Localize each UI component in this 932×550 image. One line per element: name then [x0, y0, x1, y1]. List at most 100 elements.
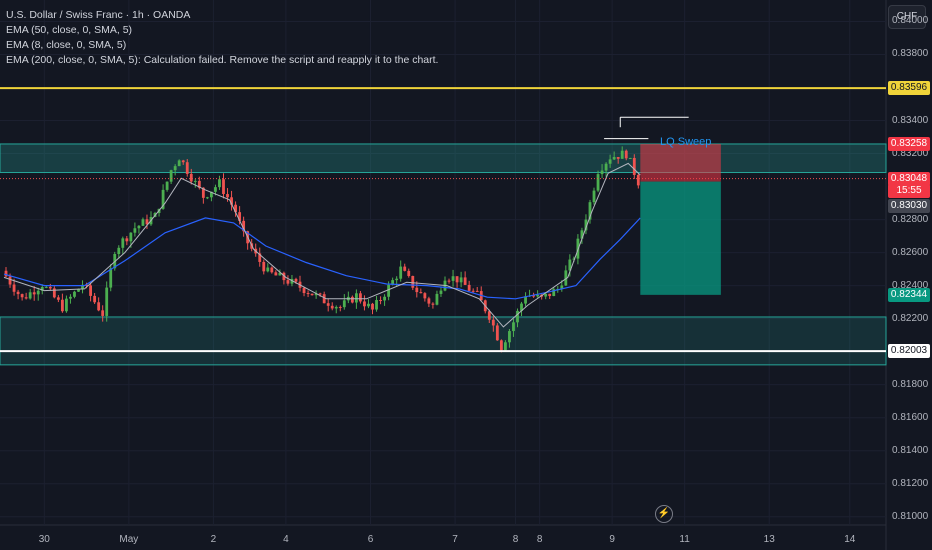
- candle-body: [596, 174, 600, 191]
- candle-body: [266, 267, 270, 272]
- time-tick: 9: [609, 534, 615, 545]
- price-tag: 0.83596: [888, 81, 930, 96]
- candle-body: [117, 247, 121, 255]
- candle-body: [40, 287, 44, 291]
- candle-body: [584, 219, 588, 231]
- candle-body: [520, 303, 523, 311]
- candle-body: [65, 298, 68, 312]
- price-tick: 0.82800: [892, 213, 929, 225]
- candle-body: [133, 228, 137, 233]
- candle-body: [439, 290, 443, 294]
- candle-body: [238, 212, 242, 221]
- candle-body: [455, 276, 459, 283]
- lightning-icon[interactable]: ⚡: [655, 505, 673, 523]
- candle-body: [109, 268, 113, 288]
- candle-body: [504, 342, 507, 351]
- candle-body: [572, 258, 576, 260]
- candle-body: [338, 306, 342, 308]
- price-tag: 0.82344: [888, 287, 930, 302]
- candle-body: [210, 191, 213, 198]
- candle-body: [36, 290, 40, 295]
- candle-body: [608, 159, 612, 164]
- price-tick: 0.81600: [892, 411, 929, 423]
- candle-body: [234, 204, 237, 213]
- candle-body: [121, 238, 125, 248]
- candle-body: [322, 294, 326, 304]
- candle-body: [145, 219, 149, 225]
- candle-body: [141, 219, 145, 226]
- price-tick: 0.81800: [892, 378, 929, 390]
- time-tick: 6: [367, 534, 374, 545]
- candle-body: [427, 298, 431, 304]
- candle-body: [8, 276, 12, 285]
- horizontal-lines-layer[interactable]: [0, 87, 886, 353]
- candle-body: [32, 292, 36, 295]
- ema8-legend[interactable]: EMA (8, close, 0, SMA, 5): [6, 39, 127, 51]
- candle-body: [363, 301, 366, 307]
- price-tag: 0.82003: [888, 344, 930, 359]
- candle-body: [214, 187, 217, 192]
- candle-body: [636, 174, 640, 186]
- symbol-title[interactable]: U.S. Dollar / Swiss Franc · 1h · OANDA: [6, 9, 191, 21]
- candle-body: [431, 303, 435, 305]
- time-tick: May: [119, 534, 139, 545]
- candle-body: [383, 296, 386, 301]
- candle-body: [242, 220, 246, 232]
- price-tick: 0.81200: [892, 477, 929, 489]
- price-tag: 0.83258: [888, 136, 930, 151]
- candle-body: [604, 163, 608, 171]
- candle-body: [226, 194, 229, 198]
- candle-body: [632, 157, 636, 175]
- candle-body: [294, 278, 298, 282]
- candle-body: [459, 277, 463, 283]
- candle-body: [326, 303, 330, 306]
- chart-legend: U.S. Dollar / Swiss Franc · 1h · OANDA E…: [6, 8, 438, 68]
- currency-button[interactable]: CHF: [888, 5, 926, 29]
- price-tick: 0.82600: [892, 246, 929, 258]
- candle-body: [197, 180, 201, 188]
- candle-body: [97, 302, 101, 311]
- candles-layer[interactable]: [4, 146, 640, 353]
- candle-body: [20, 294, 24, 298]
- candle-body: [330, 305, 334, 309]
- candle-body: [306, 293, 310, 295]
- time-tick: 4: [283, 534, 289, 545]
- candle-body: [334, 306, 338, 309]
- short-position-tool[interactable]: [640, 143, 721, 295]
- time-tick: 8: [536, 534, 543, 545]
- time-tick: 8: [512, 534, 519, 545]
- candle-body: [290, 278, 294, 284]
- candle-body: [399, 266, 403, 279]
- candle-body: [568, 259, 572, 271]
- candle-body: [616, 157, 620, 159]
- price-tag: 15:55: [888, 183, 930, 198]
- candle-body: [499, 340, 503, 351]
- price-tick: 0.81000: [892, 510, 929, 522]
- candle-body: [628, 157, 632, 159]
- candle-body: [185, 162, 189, 174]
- candle-body: [516, 310, 519, 323]
- candle-body: [467, 284, 471, 291]
- candle-body: [222, 179, 225, 195]
- candle-body: [274, 272, 278, 276]
- price-tag: 0.83048: [888, 171, 930, 186]
- candle-body: [354, 293, 358, 303]
- candle-body: [387, 284, 391, 297]
- candle-body: [487, 311, 491, 320]
- candle-body: [85, 284, 88, 286]
- ema50-legend[interactable]: EMA (50, close, 0, SMA, 5): [6, 24, 133, 36]
- candle-body: [56, 297, 60, 300]
- ema200-legend[interactable]: EMA (200, close, 0, SMA, 5): Calculation…: [6, 54, 439, 66]
- ema-layer: [3, 162, 641, 328]
- candle-body: [52, 288, 56, 298]
- time-tick: 13: [763, 534, 775, 545]
- lq-sweep-label[interactable]: LQ Sweep: [660, 136, 712, 148]
- candle-body: [258, 253, 262, 262]
- candle-body: [218, 179, 221, 188]
- candle-body: [560, 285, 564, 289]
- candle-body: [532, 295, 536, 297]
- candle-body: [620, 150, 624, 159]
- candle-body: [89, 285, 92, 296]
- candle-body: [73, 291, 76, 297]
